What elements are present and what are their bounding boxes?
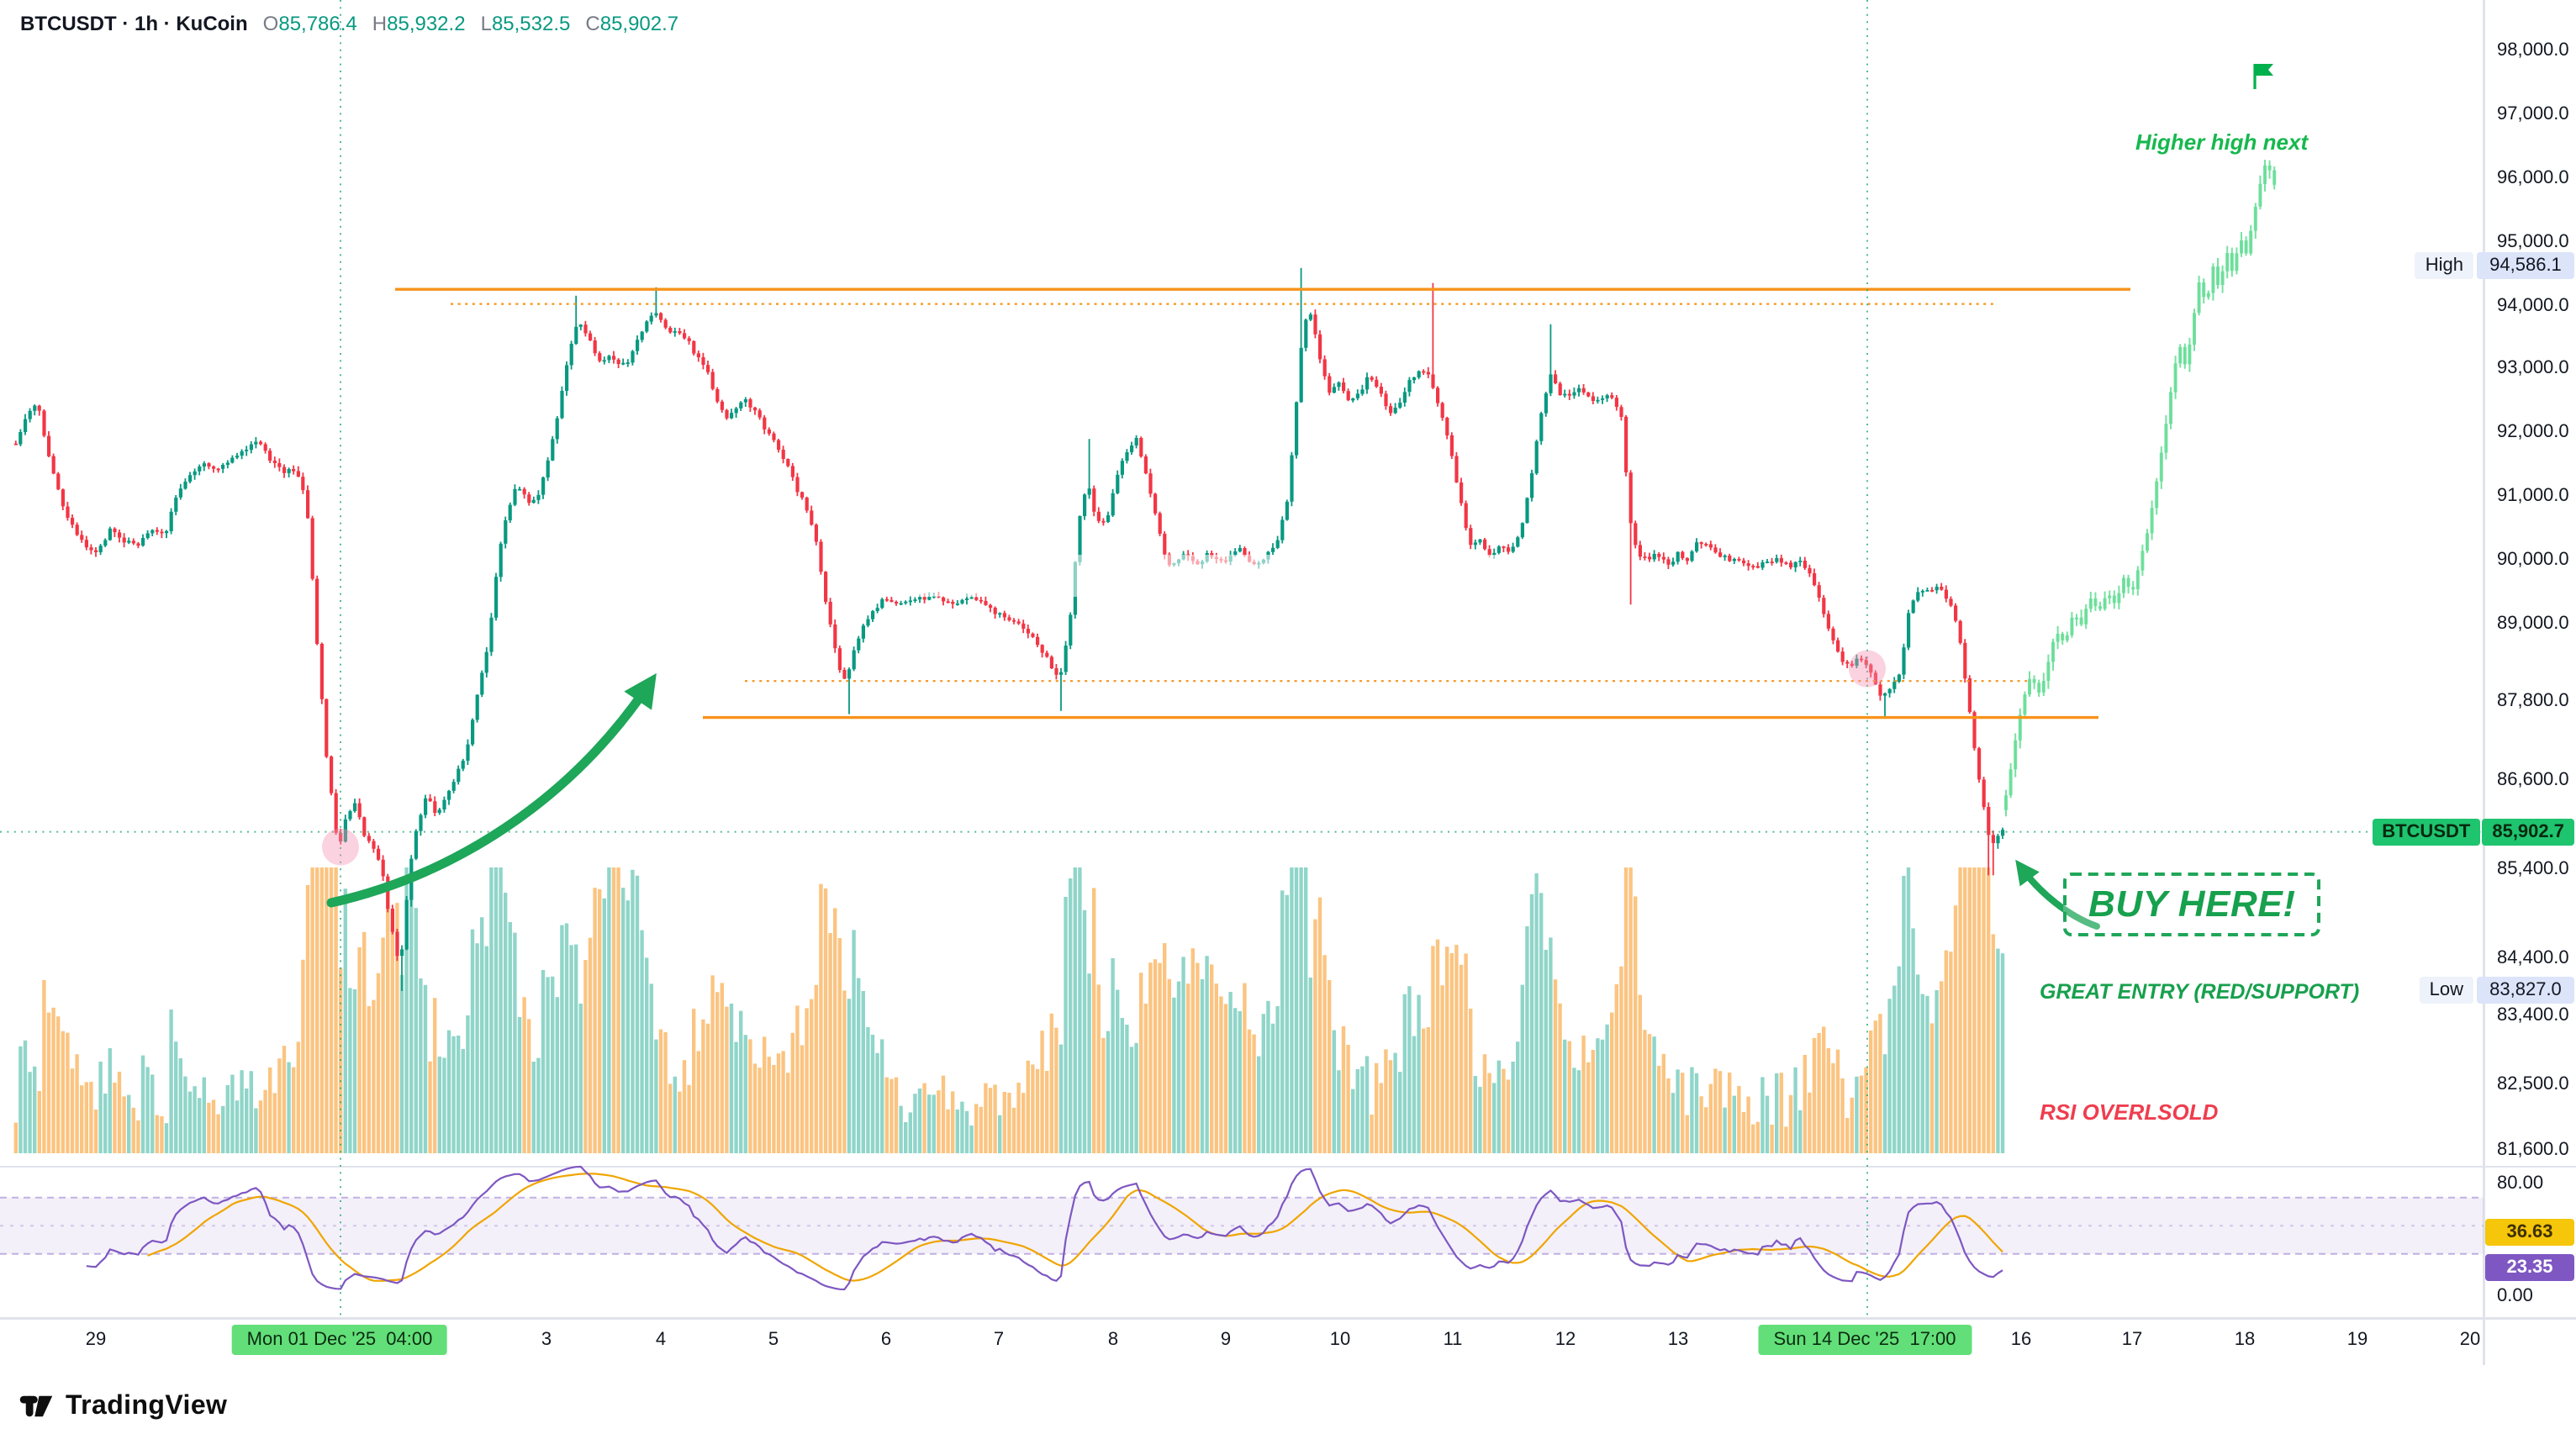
price-tick-label: 92,000.0 <box>2497 422 2569 442</box>
price-tick-label: 86,600.0 <box>2497 770 2569 790</box>
ohlc-close: C85,902.7 <box>585 12 679 35</box>
price-tick-label: 80.00 <box>2497 1173 2544 1194</box>
price-tick-label: 97,000.0 <box>2497 104 2569 124</box>
blurred-watermark <box>861 555 1601 597</box>
session-highlight-badge: Sun 14 Dec '25 17:00 <box>1758 1325 1972 1355</box>
flag-icon[interactable] <box>2253 64 2273 89</box>
buy-here-callout[interactable]: BUY HERE! <box>2063 873 2321 936</box>
rsi-value-badge: 23.35 <box>2485 1254 2574 1281</box>
time-tick-label: 5 <box>768 1330 779 1350</box>
time-tick-label: 9 <box>1220 1330 1232 1350</box>
time-tick-label: 29 <box>85 1330 107 1350</box>
price-tick-label: 0.00 <box>2497 1286 2533 1306</box>
time-tick-label: 8 <box>1107 1330 1119 1350</box>
time-tick-label: 7 <box>993 1330 1005 1350</box>
price-tick-label: 91,000.0 <box>2497 486 2569 506</box>
price-tick-label: 87,800.0 <box>2497 691 2569 711</box>
last-price-badge: BTCUSDT 85,902.7 <box>2372 819 2574 846</box>
time-tick-label: 13 <box>1667 1330 1689 1350</box>
volume-layer <box>13 867 2005 1153</box>
high-price-badge: High 94,586.1 <box>2415 252 2574 279</box>
rsi-oversold-annotation[interactable]: RSI OVERLSOLD <box>2040 1099 2219 1125</box>
price-tick-label: 93,000.0 <box>2497 358 2569 378</box>
price-badge-symbol: BTCUSDT <box>2372 819 2481 846</box>
time-tick-label: 6 <box>880 1330 892 1350</box>
drawing-arrows[interactable] <box>326 64 2273 930</box>
time-tick-label: 10 <box>1329 1330 1351 1350</box>
time-tick-label: 18 <box>2234 1330 2256 1350</box>
price-tick-label: 89,000.0 <box>2497 614 2569 634</box>
tradingview-brand-text: TradingView <box>66 1391 228 1420</box>
price-tick-label: 82,500.0 <box>2497 1074 2569 1094</box>
high-label: High <box>2415 252 2473 279</box>
price-tick-label: 94,000.0 <box>2497 296 2569 316</box>
time-tick-label: 17 <box>2121 1330 2143 1350</box>
low-label: Low <box>2419 977 2473 1004</box>
support-resistance-lines[interactable] <box>395 287 2130 720</box>
high-value: 94,586.1 <box>2477 252 2574 279</box>
projection-bars-layer[interactable] <box>2004 160 2277 817</box>
price-tick-label: 96,000.0 <box>2497 168 2569 188</box>
ohlc-open: O85,786.4 <box>262 12 357 35</box>
ohlc-high: H85,932.2 <box>372 12 466 35</box>
higher-high-annotation[interactable]: Higher high next <box>2135 129 2309 155</box>
buy-here-text: BUY HERE! <box>2088 883 2296 925</box>
price-tick-label: 83,400.0 <box>2497 1005 2569 1025</box>
price-tick-label: 98,000.0 <box>2497 40 2569 61</box>
crosshair-layer <box>0 0 2484 1318</box>
price-tick-label: 90,000.0 <box>2497 550 2569 570</box>
time-tick-label: 20 <box>2459 1330 2481 1350</box>
rsi-band <box>0 1196 2484 1255</box>
candles-layer <box>13 267 2005 991</box>
time-tick-label: 4 <box>655 1330 667 1350</box>
time-tick-label: 19 <box>2346 1330 2368 1350</box>
symbol-title[interactable]: BTCUSDT · 1h · KuCoin <box>20 12 248 35</box>
low-value: 83,827.0 <box>2477 977 2574 1004</box>
low-price-badge: Low 83,827.0 <box>2419 977 2574 1004</box>
rsi-ma-value-badge: 36.63 <box>2485 1219 2574 1246</box>
tradingview-logo-icon <box>19 1395 53 1417</box>
price-tick-label: 84,400.0 <box>2497 948 2569 968</box>
price-tick-label: 85,400.0 <box>2497 859 2569 879</box>
price-tick-label: 95,000.0 <box>2497 232 2569 252</box>
time-tick-label: 3 <box>541 1330 552 1350</box>
price-tick-label: 81,600.0 <box>2497 1140 2569 1160</box>
time-tick-label: 11 <box>1443 1330 1463 1350</box>
time-tick-label: 16 <box>2010 1330 2032 1350</box>
ohlc-low: L85,532.5 <box>480 12 571 35</box>
time-tick-label: 12 <box>1555 1330 1576 1350</box>
session-highlight-badge: Mon 01 Dec '25 04:00 <box>231 1325 448 1355</box>
tradingview-logo[interactable]: TradingView <box>18 1389 227 1424</box>
pane-separators <box>0 0 2576 1365</box>
price-axis[interactable]: 98,000.0 97,000.0 96,000.0 95,000.0 94,000.0… <box>2484 0 2576 1365</box>
symbol-legend[interactable]: BTCUSDT · 1h · KuCoin O85,786.4 H85,932.… <box>20 12 678 35</box>
price-badge-value: 85,902.7 <box>2482 819 2574 846</box>
rsi-indicator-layer <box>86 1165 2003 1291</box>
great-entry-annotation[interactable]: GREAT ENTRY (RED/SUPPORT) <box>2040 980 2360 1004</box>
time-axis[interactable]: 29 3 4 5 6 7 8 9 10 11 12 13 16 17 18 19 20 Mon 01 Dec '2… <box>0 1318 2576 1367</box>
